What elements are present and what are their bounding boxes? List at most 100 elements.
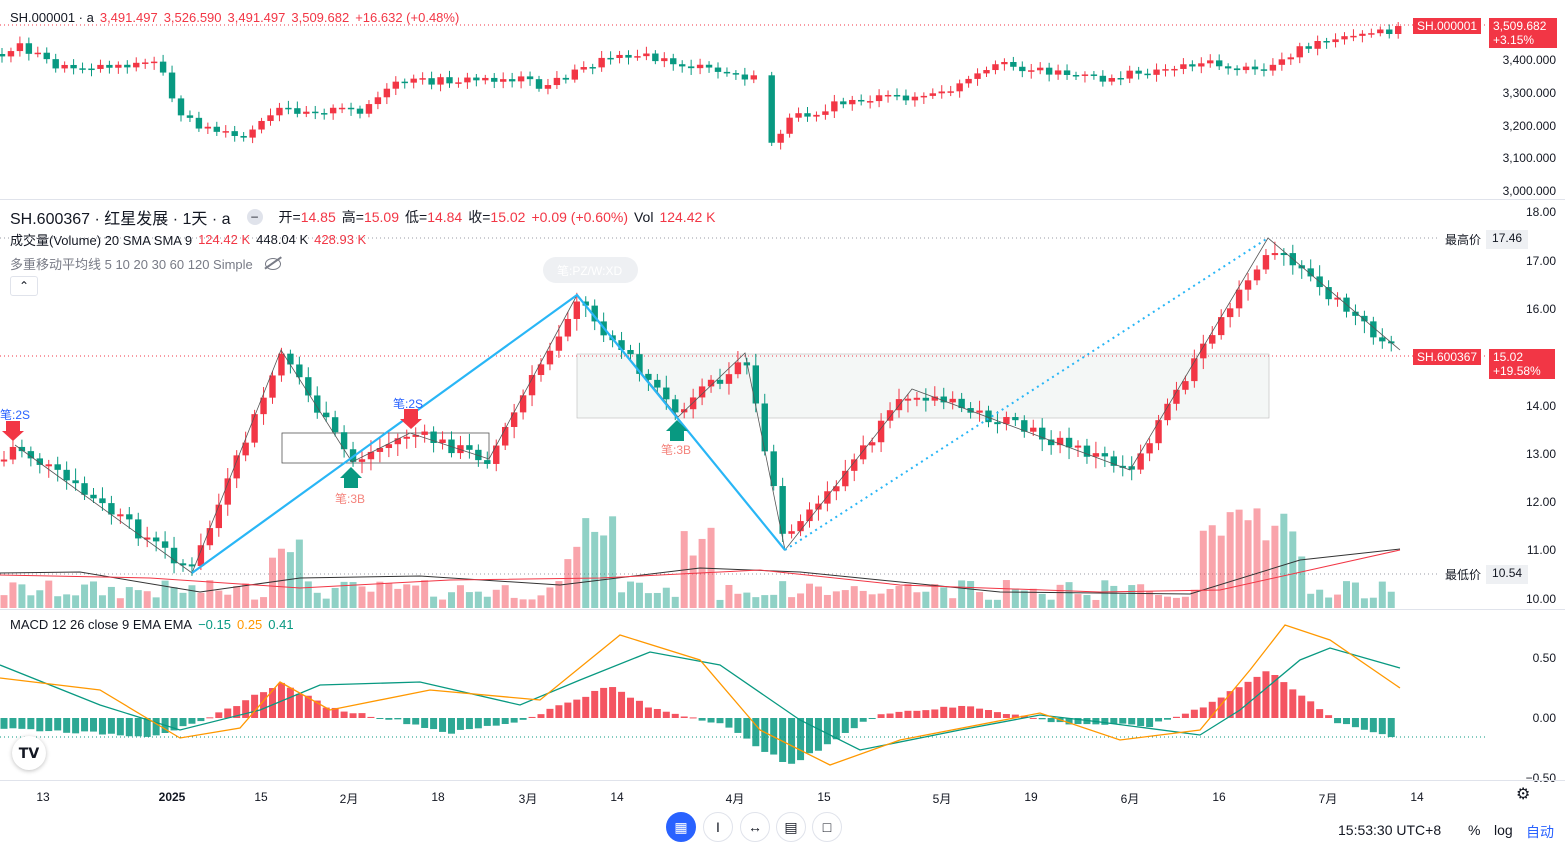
macd-hist-bar: [1343, 718, 1350, 725]
index-candle-body: [1144, 73, 1151, 76]
index-candle-body: [383, 88, 391, 98]
log-toggle[interactable]: log: [1494, 822, 1513, 838]
macd-legend[interactable]: MACD 12 26 close 9 EMA EMA −0.15 0.25 0.…: [10, 617, 294, 632]
macd-hist-bar: [501, 718, 509, 725]
index-candle-body: [974, 73, 981, 79]
candle-body: [1021, 420, 1028, 432]
percent-toggle[interactable]: %: [1468, 822, 1481, 838]
macd-hist-bar: [993, 712, 1001, 718]
volume-bar: [1244, 520, 1252, 608]
clock-time[interactable]: 15:53:30 UTC+8: [1338, 822, 1442, 838]
main-yaxis[interactable]: 18.00 17.00 16.00 14.00 13.00 12.00 11.0…: [1488, 200, 1556, 610]
pane-separator[interactable]: [0, 199, 1565, 200]
candle-body: [152, 537, 160, 542]
macd-hist-bar: [1065, 718, 1073, 725]
candle-body: [287, 353, 294, 365]
volume-bar: [985, 599, 992, 608]
tradingview-logo[interactable]: 𝗧𝗩: [12, 736, 46, 770]
auto-scale-toggle[interactable]: 自动: [1526, 824, 1554, 840]
index-candle-body: [1207, 60, 1214, 64]
volume-bar: [197, 592, 205, 608]
volume-bar: [465, 592, 473, 608]
collapse-legend-button[interactable]: ⌃: [10, 276, 38, 296]
main-chart[interactable]: [0, 200, 1488, 610]
macd-hist-bar: [27, 718, 35, 730]
legend-menu-icon[interactable]: –: [246, 209, 263, 225]
index-candle-body: [231, 131, 238, 136]
volume-bar: [1065, 582, 1073, 608]
bi-2s-label-2: 笔:2S: [393, 397, 424, 411]
macd-hist-bar: [671, 713, 679, 718]
index-candle-body: [249, 129, 256, 138]
macd-yaxis[interactable]: 0.50 0.00 −0.50: [1488, 610, 1556, 785]
volume-bar: [600, 535, 608, 608]
main-ytick: 18.00: [1525, 205, 1556, 219]
hidden-eye-icon[interactable]: [264, 257, 281, 270]
macd-hist-bar: [743, 718, 751, 739]
index-candle-body: [1278, 59, 1286, 65]
index-candle-body: [705, 64, 713, 68]
candle-body: [135, 519, 142, 539]
candle-body: [797, 521, 804, 532]
index-chart[interactable]: [0, 0, 1488, 200]
index-candle-body: [1260, 69, 1268, 71]
candle-body: [1056, 437, 1064, 446]
candle-body: [698, 386, 706, 398]
index-candle-body: [1296, 46, 1303, 58]
candle-body: [1253, 269, 1261, 281]
measure-button[interactable]: ↔: [740, 812, 770, 842]
index-symbol[interactable]: SH.000001 · a: [10, 10, 94, 25]
candle-body: [233, 455, 240, 479]
main-ytick: 11.00: [1526, 543, 1556, 557]
macd-hist-bar: [1029, 717, 1037, 719]
volume-bar: [528, 599, 536, 608]
macd-hist-bar: [546, 708, 554, 718]
main-ytick: 13.00: [1525, 447, 1556, 461]
cursor-button[interactable]: Ι: [703, 812, 733, 842]
pane-separator[interactable]: [0, 609, 1565, 610]
candle-body: [940, 396, 947, 403]
macd-hist-bar: [1164, 718, 1171, 720]
volume-bar: [269, 557, 276, 608]
volume-legend[interactable]: 成交量(Volume) 20 SMA SMA 9 124.42 K 448.04…: [10, 230, 366, 249]
index-candle-body: [732, 73, 740, 75]
x-tick: 13: [36, 790, 50, 804]
volume-bar: [1146, 591, 1154, 608]
candle-body: [1065, 437, 1073, 448]
macd-chart[interactable]: [0, 610, 1488, 780]
x-tick: 4月: [725, 792, 745, 806]
index-yaxis[interactable]: 3,400.000 3,300.000 3,200.000 3,100.000 …: [1488, 0, 1556, 200]
volume-bar: [143, 591, 151, 608]
candle-body: [877, 420, 885, 443]
index-candle-body: [679, 64, 686, 67]
volume-bar: [850, 586, 858, 608]
index-candle-body: [1224, 66, 1232, 69]
index-price-value: 3,509.682: [1493, 19, 1547, 33]
x-tick: 15: [817, 790, 831, 804]
macd-hist-bar: [519, 718, 527, 720]
index-candle-body: [920, 95, 928, 98]
macd-hist-bar: [591, 690, 599, 718]
layout-button[interactable]: ▦: [666, 812, 696, 842]
volume-bar: [814, 586, 822, 608]
pattern-button[interactable]: ▤: [776, 812, 806, 842]
index-candle-body: [347, 107, 355, 110]
ma-legend[interactable]: 多重移动平均线 5 10 20 30 60 120 Simple: [10, 254, 281, 273]
volume-bar: [188, 585, 196, 608]
settings-gear-icon[interactable]: ⚙: [1516, 786, 1531, 803]
index-candle-body: [607, 57, 614, 60]
macd-hist-bar: [63, 718, 71, 733]
candle-body: [54, 464, 61, 470]
candle-body: [904, 398, 912, 401]
buy-arrow-icon: [666, 420, 688, 441]
volume-bar: [161, 580, 169, 608]
index-candle-body: [768, 75, 775, 143]
fullscreen-button[interactable]: □: [812, 812, 842, 842]
volume-bar: [967, 581, 975, 608]
macd-hist-bar: [537, 714, 545, 718]
volume-bar: [832, 591, 840, 608]
main-title[interactable]: SH.600367 · 红星发展 · 1天 · a: [10, 211, 231, 228]
index-candle-body: [777, 133, 784, 143]
macd-hist-bar: [421, 718, 429, 728]
volume-bar: [456, 585, 464, 608]
